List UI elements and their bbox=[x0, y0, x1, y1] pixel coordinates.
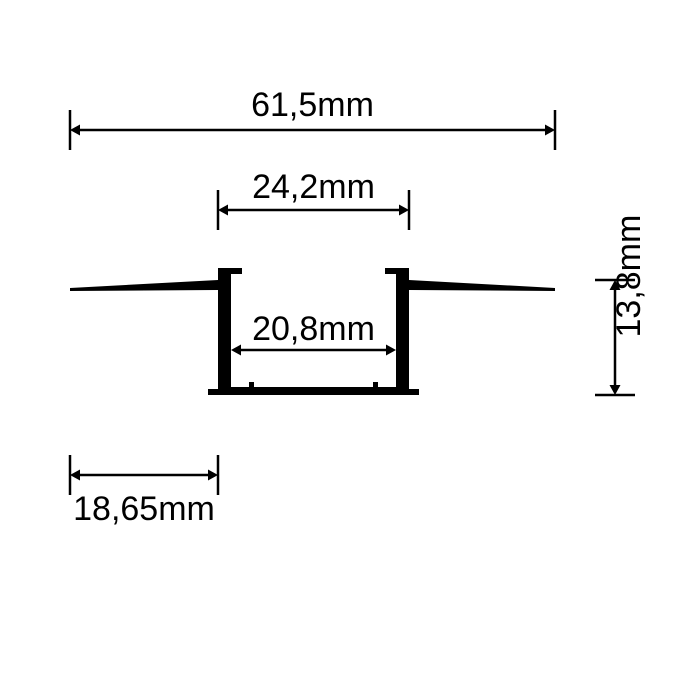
profile-rail-left bbox=[249, 382, 254, 387]
profile-rail-right bbox=[373, 382, 378, 387]
dimension-label: 18,65mm bbox=[73, 490, 215, 528]
profile-lip-left bbox=[218, 268, 242, 274]
profile-wall-left bbox=[218, 268, 231, 395]
profile-flange-right bbox=[409, 280, 555, 291]
dimension-label: 24,2mm bbox=[252, 168, 375, 206]
profile-flange-left bbox=[70, 280, 218, 291]
dimension-label: 20,8mm bbox=[252, 310, 375, 348]
dimension-label: 13,8mm bbox=[610, 215, 648, 338]
profile-cross-section-diagram: 61,5mm 24,2mm 20,8mm 18,65mm 13,8mm bbox=[0, 0, 700, 700]
profile-bottom bbox=[218, 387, 409, 395]
profile-foot-right bbox=[409, 389, 419, 395]
profile-wall-right bbox=[396, 268, 409, 395]
profile-lip-right bbox=[385, 268, 409, 274]
profile-foot-left bbox=[208, 389, 218, 395]
dimension-label: 61,5mm bbox=[251, 86, 374, 124]
